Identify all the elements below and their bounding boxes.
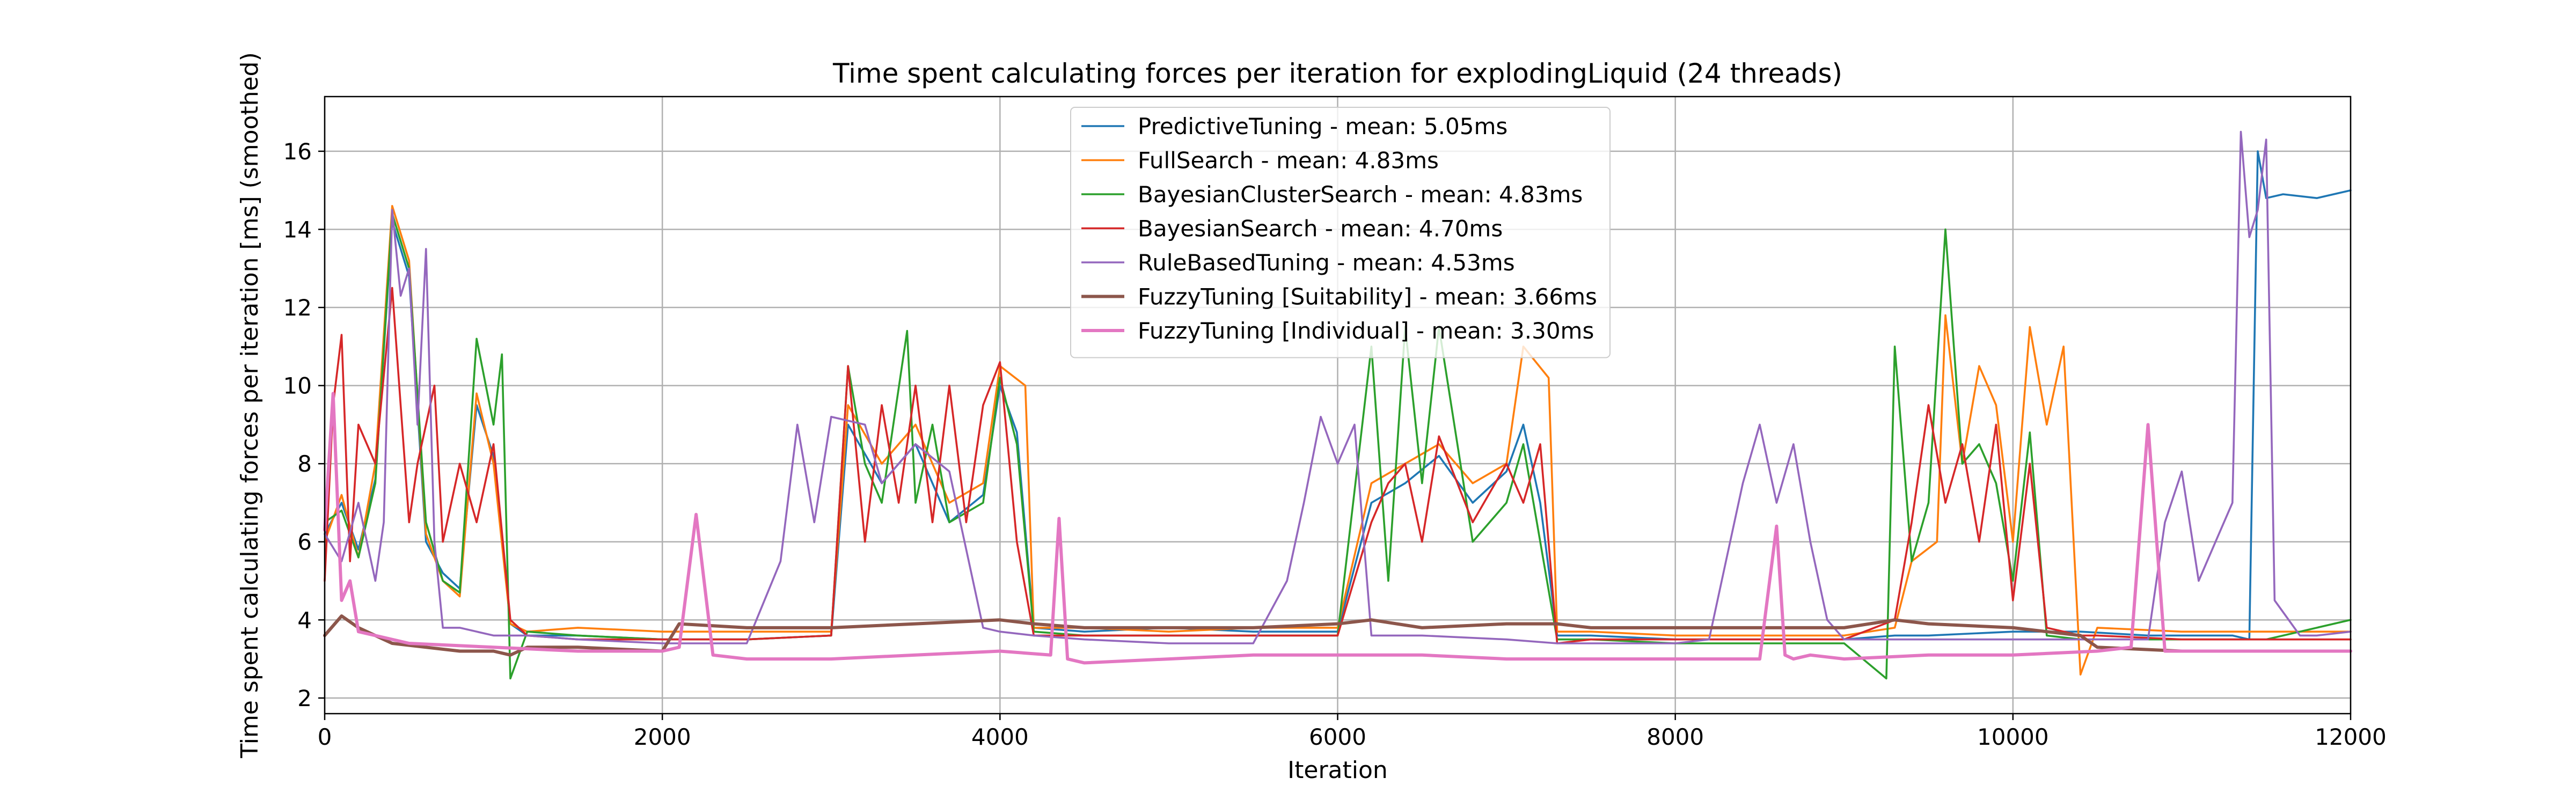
x-axis-label: Iteration xyxy=(1287,757,1388,784)
y-tick-label: 14 xyxy=(283,216,312,243)
legend-entry-2: FullSearch - mean: 4.83ms xyxy=(1138,148,1439,174)
y-axis-label: Time spent calculating forces per iterat… xyxy=(236,52,264,759)
y-tick-label: 2 xyxy=(297,685,312,711)
legend-entry-6: FuzzyTuning [Suitability] - mean: 3.66ms xyxy=(1138,284,1597,310)
y-tick-label: 8 xyxy=(297,451,312,477)
x-tick-label: 8000 xyxy=(1646,724,1704,750)
tick-layer: 0 2000 4000 6000 8000 10000 12000 2 4 6 8 10 12 14 16 xyxy=(283,138,2387,750)
legend-entry-1: PredictiveTuning - mean: 5.05ms xyxy=(1138,113,1507,140)
y-tick-label: 16 xyxy=(283,138,312,165)
legend-entry-7: FuzzyTuning [Individual] - mean: 3.30ms xyxy=(1138,318,1594,344)
series-line-6 xyxy=(323,614,2352,657)
series-line-5 xyxy=(324,130,2352,644)
x-tick-label: 12000 xyxy=(2315,724,2387,750)
x-tick-label: 10000 xyxy=(1977,724,2049,750)
legend: PredictiveTuning - mean: 5.05ms FullSearc… xyxy=(1070,107,1611,358)
chart-title: Time spent calculating forces per iterat… xyxy=(832,58,1842,89)
x-tick-label: 0 xyxy=(318,724,332,750)
y-tick-label: 4 xyxy=(297,607,312,633)
series-line-4 xyxy=(324,287,2352,644)
x-tick-label: 6000 xyxy=(1309,724,1366,750)
x-tick-label: 4000 xyxy=(971,724,1029,750)
legend-entry-5: RuleBasedTuning - mean: 4.53ms xyxy=(1138,250,1515,276)
legend-entry-3: BayesianClusterSearch - mean: 4.83ms xyxy=(1138,181,1583,208)
legend-box xyxy=(1070,107,1611,358)
x-tick-label: 2000 xyxy=(634,724,691,750)
y-tick-label: 12 xyxy=(283,295,312,321)
series-layer xyxy=(323,130,2352,680)
y-tick-label: 10 xyxy=(283,373,312,399)
series-line-7 xyxy=(323,392,2352,665)
legend-entry-4: BayesianSearch - mean: 4.70ms xyxy=(1138,216,1503,242)
y-tick-label: 6 xyxy=(297,529,312,555)
